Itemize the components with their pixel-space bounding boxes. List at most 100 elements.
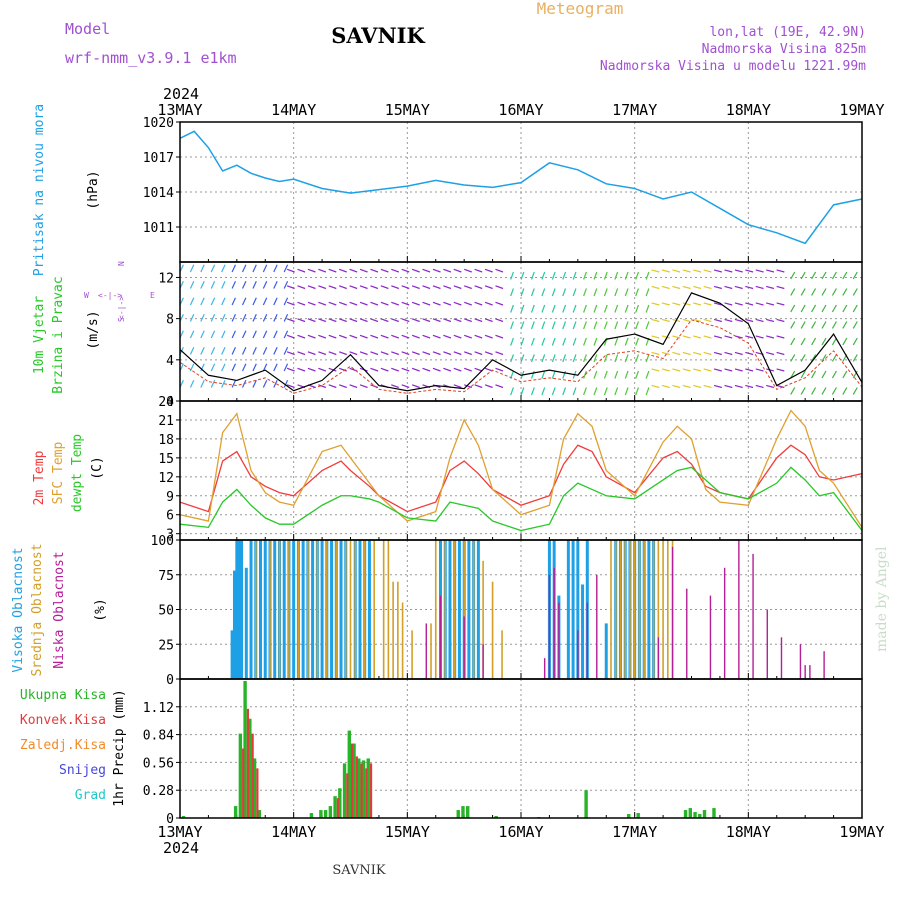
wind-arrow [776, 335, 785, 339]
precip-bar [355, 756, 358, 818]
wind-arrow [252, 363, 257, 372]
wind-compass-icon: W E N S <-|-> <-|-> [84, 261, 155, 322]
wind-arrow [745, 368, 754, 372]
wind-arrow [852, 304, 858, 313]
wind-arrow [391, 301, 400, 306]
wind-arrow [432, 268, 441, 273]
wind-arrow [328, 268, 337, 273]
wind-arrow [790, 354, 796, 362]
wind-arrow [262, 264, 268, 273]
wind-arrow [286, 351, 295, 356]
wind-arrow [852, 271, 858, 280]
wind-arrow [359, 351, 368, 356]
wind-arrow [572, 354, 577, 363]
wind-arrow [484, 301, 493, 306]
cloud-bar [657, 637, 660, 679]
cloud-bar [604, 623, 608, 679]
wind-arrow [401, 367, 410, 372]
cloud-bar [610, 540, 612, 679]
precip-bar [683, 810, 688, 818]
wind-arrow [283, 379, 289, 388]
cloud-bar [491, 581, 494, 679]
wind-arrow [614, 370, 619, 379]
wind-arrow [811, 387, 817, 395]
wind-arrow [614, 387, 619, 396]
wind-arrow [474, 285, 483, 290]
wind-arrow [790, 288, 796, 296]
wind-arrow [614, 288, 619, 297]
cloud-bar [259, 540, 263, 679]
wind-arrow [231, 330, 237, 339]
wind-arrow [661, 269, 670, 273]
wind-arrow [273, 313, 278, 322]
wind-arrow [520, 304, 525, 313]
cloud-bar [326, 540, 328, 679]
cloud-bar [439, 595, 442, 679]
wind-arrow [370, 367, 379, 372]
y-tick-label: 0.28 [143, 784, 174, 799]
wind-arrow [811, 304, 817, 313]
cloud-bar [273, 540, 277, 679]
precip-bar [248, 718, 252, 818]
precip-bar [693, 812, 697, 818]
wind-arrow [821, 271, 827, 280]
wind-arrow [474, 367, 483, 372]
model-altitude-label: Nadmorska Visina u modelu 1221.99m [600, 59, 866, 74]
wind-arrow [703, 384, 712, 389]
wind-arrow [221, 280, 226, 289]
wind-arrow [380, 367, 389, 372]
wind-arrow [401, 301, 410, 306]
wind-arrow [766, 335, 775, 339]
wind-arrow [800, 321, 806, 329]
wind-arrow [349, 301, 358, 306]
y-tick-label: 6 [166, 509, 174, 524]
wind-arrow [273, 280, 278, 289]
wind-arrow [766, 384, 775, 389]
wind-arrow [724, 318, 733, 323]
wind-arrow [411, 301, 420, 306]
wind-arrow [766, 351, 775, 356]
wind-arrow [231, 363, 237, 372]
wind-arrow [651, 368, 660, 372]
wind-arrow [283, 330, 289, 339]
wind-arrow [422, 334, 431, 339]
wind-arrow [443, 334, 452, 339]
wind-arrow [693, 335, 702, 339]
cloud-bar [643, 540, 645, 679]
wind-arrow [693, 318, 702, 323]
precip-bar [351, 743, 354, 818]
y-tick-label: 1.12 [143, 701, 174, 716]
wind-arrow [755, 335, 764, 339]
wind-arrow [831, 321, 837, 329]
cloud-bar [638, 540, 641, 679]
wind-arrow [713, 368, 722, 372]
wind-arrow [790, 271, 796, 280]
wind-arrow [682, 368, 691, 372]
wind-arrow [510, 271, 514, 280]
cloud-bar [392, 581, 394, 679]
precip-bar [636, 813, 640, 818]
legend-total: Ukupna Kisa [20, 688, 106, 703]
precip-bar [357, 758, 361, 818]
wind-arrow [380, 301, 389, 306]
wind-arrow [831, 304, 837, 313]
y-tick-label: 12 [158, 471, 174, 486]
wind-arrow [484, 318, 493, 323]
wind-arrow [755, 368, 764, 372]
wind-arrow [583, 288, 587, 297]
precip-bar [688, 808, 692, 818]
wind-arrow [672, 351, 681, 356]
y-tick-label: 75 [158, 569, 174, 584]
temp2m-label: 2m Temp [32, 450, 47, 505]
wind-arrow [624, 304, 629, 313]
wind-arrow [262, 330, 268, 339]
wind-arrow [349, 334, 358, 339]
wind-arrow [614, 354, 619, 363]
wind-arrow [661, 335, 670, 339]
wind-arrow [241, 363, 247, 372]
chart-type-label: Meteogram [537, 0, 624, 18]
wind-arrow [661, 285, 670, 290]
wind-arrow [307, 351, 316, 356]
wind-arrow [624, 370, 629, 379]
cloud-bar [809, 665, 811, 679]
